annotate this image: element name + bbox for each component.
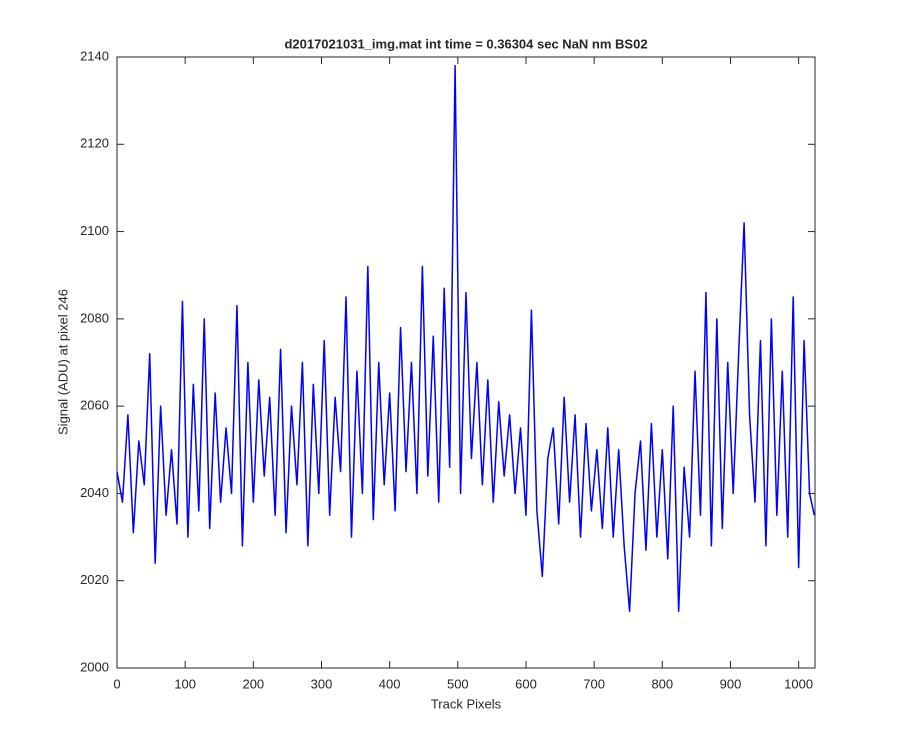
x-tick-label: 200 [242,676,264,691]
x-tick-label: 900 [720,676,742,691]
y-tick-label: 2140 [80,48,109,63]
plot-frame [116,56,816,669]
x-tick-label: 300 [311,676,333,691]
x-tick-label: 500 [447,676,469,691]
data-line [116,64,816,613]
y-tick-label: 2040 [80,485,109,500]
y-axis-label: Signal (ADU) at pixel 246 [55,289,70,435]
x-tick-label: 1000 [784,676,813,691]
x-tick-label: 400 [379,676,401,691]
y-tick-label: 2120 [80,136,109,151]
x-tick-label: 600 [515,676,537,691]
y-tick-label: 2080 [80,310,109,325]
chart-title: d2017021031_img.mat int time = 0.36304 s… [284,36,647,51]
x-tick-label: 700 [583,676,605,691]
y-tick-label: 2060 [80,398,109,413]
x-axis-label: Track Pixels [431,696,502,711]
x-tick-label: 800 [651,676,673,691]
x-tick-label: 100 [174,676,196,691]
y-tick-label: 2100 [80,223,109,238]
y-tick-label: 2020 [80,572,109,587]
x-tick-label: 0 [113,676,120,691]
y-tick-label: 2000 [80,659,109,674]
